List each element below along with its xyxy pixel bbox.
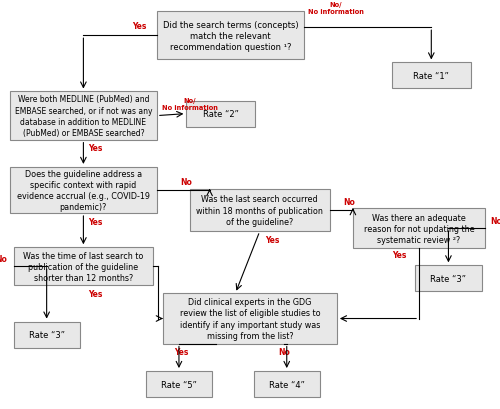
FancyBboxPatch shape: [10, 92, 157, 140]
Text: Rate “3”: Rate “3”: [28, 330, 64, 339]
FancyBboxPatch shape: [186, 101, 255, 127]
FancyBboxPatch shape: [254, 371, 320, 397]
Text: Did the search terms (concepts)
match the relevant
recommendation question ¹?: Did the search terms (concepts) match th…: [162, 20, 298, 52]
Text: No: No: [278, 347, 290, 356]
Text: No/
No information: No/ No information: [162, 98, 218, 111]
FancyBboxPatch shape: [146, 371, 212, 397]
Text: Rate “5”: Rate “5”: [161, 380, 197, 389]
Text: Rate “4”: Rate “4”: [269, 380, 304, 389]
Text: No: No: [490, 216, 500, 225]
Text: Was the last search occurred
within 18 months of publication
of the guideline?: Was the last search occurred within 18 m…: [196, 195, 323, 226]
FancyBboxPatch shape: [353, 209, 485, 249]
Text: Did clinical experts in the GDG
review the list of eligible studies to
identify : Did clinical experts in the GDG review t…: [180, 298, 320, 340]
Text: Yes: Yes: [174, 347, 188, 356]
Text: Were both MEDLINE (PubMed) and
EMBASE searched, or if not was any
database in ad: Were both MEDLINE (PubMed) and EMBASE se…: [14, 95, 152, 137]
FancyBboxPatch shape: [10, 167, 157, 213]
FancyBboxPatch shape: [163, 294, 337, 344]
FancyBboxPatch shape: [416, 265, 482, 292]
Text: Yes: Yes: [88, 289, 103, 298]
Text: No: No: [0, 254, 8, 263]
Text: Yes: Yes: [88, 217, 103, 226]
Text: Was the time of last search to
publication of the guideline
shorter than 12 mont: Was the time of last search to publicati…: [23, 251, 144, 282]
Text: Rate “2”: Rate “2”: [202, 110, 238, 119]
Text: Does the guideline address a
specific context with rapid
evidence accrual (e.g.,: Does the guideline address a specific co…: [17, 169, 150, 211]
Text: Rate “3”: Rate “3”: [430, 274, 466, 283]
Text: No: No: [344, 198, 355, 207]
FancyBboxPatch shape: [14, 247, 153, 285]
Text: No: No: [180, 178, 192, 187]
Text: Yes: Yes: [132, 22, 147, 31]
Text: Yes: Yes: [265, 235, 279, 244]
Text: Yes: Yes: [88, 144, 103, 153]
Text: Rate “1”: Rate “1”: [414, 72, 449, 81]
Text: No/
No information: No/ No information: [308, 2, 364, 16]
Text: Yes: Yes: [392, 250, 406, 259]
FancyBboxPatch shape: [14, 322, 80, 348]
Text: Was there an adequate
reason for not updating the
systematic review ²?: Was there an adequate reason for not upd…: [364, 213, 474, 244]
FancyBboxPatch shape: [190, 189, 330, 231]
FancyBboxPatch shape: [157, 12, 304, 60]
FancyBboxPatch shape: [392, 63, 470, 89]
